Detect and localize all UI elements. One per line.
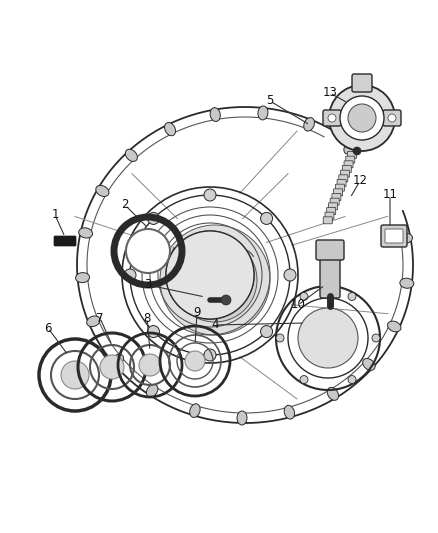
FancyBboxPatch shape <box>381 225 407 247</box>
Ellipse shape <box>125 149 138 161</box>
Ellipse shape <box>79 228 92 238</box>
FancyBboxPatch shape <box>54 236 76 246</box>
FancyBboxPatch shape <box>341 170 350 177</box>
Circle shape <box>204 189 216 201</box>
Circle shape <box>353 147 361 155</box>
Circle shape <box>340 96 384 140</box>
Circle shape <box>166 231 254 319</box>
Ellipse shape <box>165 123 176 136</box>
Circle shape <box>328 114 336 122</box>
Ellipse shape <box>237 411 247 425</box>
FancyBboxPatch shape <box>328 203 337 210</box>
Ellipse shape <box>87 316 100 327</box>
Circle shape <box>300 376 308 384</box>
Circle shape <box>348 104 376 132</box>
Ellipse shape <box>146 384 158 397</box>
Ellipse shape <box>400 278 414 288</box>
Ellipse shape <box>327 387 339 400</box>
Circle shape <box>100 355 124 379</box>
FancyBboxPatch shape <box>334 189 343 196</box>
Text: 7: 7 <box>96 311 104 325</box>
Ellipse shape <box>388 321 401 332</box>
Circle shape <box>388 114 396 122</box>
Circle shape <box>261 326 272 337</box>
Ellipse shape <box>96 185 109 197</box>
Circle shape <box>148 213 159 224</box>
FancyBboxPatch shape <box>323 217 332 224</box>
Circle shape <box>300 293 308 301</box>
Text: 10: 10 <box>290 298 305 311</box>
Text: 13: 13 <box>322 86 337 100</box>
Text: 2: 2 <box>121 198 129 212</box>
FancyBboxPatch shape <box>320 254 340 298</box>
Text: 5: 5 <box>266 94 274 108</box>
Circle shape <box>348 293 356 301</box>
FancyBboxPatch shape <box>385 229 403 243</box>
Circle shape <box>173 238 257 322</box>
Ellipse shape <box>363 359 375 370</box>
FancyBboxPatch shape <box>323 110 341 126</box>
Circle shape <box>139 354 161 376</box>
Text: 3: 3 <box>144 279 152 292</box>
Circle shape <box>126 229 170 273</box>
Ellipse shape <box>76 272 89 282</box>
Ellipse shape <box>111 354 124 366</box>
Ellipse shape <box>399 233 413 244</box>
Circle shape <box>372 334 380 342</box>
Ellipse shape <box>284 406 294 419</box>
FancyBboxPatch shape <box>327 207 336 214</box>
Text: 4: 4 <box>211 319 219 332</box>
FancyBboxPatch shape <box>346 156 355 163</box>
Circle shape <box>298 308 358 368</box>
Text: 12: 12 <box>353 174 367 188</box>
FancyBboxPatch shape <box>316 240 344 260</box>
Circle shape <box>61 361 89 389</box>
Circle shape <box>185 351 205 371</box>
Circle shape <box>148 326 159 337</box>
Text: 9: 9 <box>193 306 201 319</box>
FancyBboxPatch shape <box>343 166 351 173</box>
Circle shape <box>204 349 216 361</box>
Text: 8: 8 <box>143 311 151 325</box>
Circle shape <box>166 231 254 319</box>
Ellipse shape <box>210 108 220 122</box>
Text: 1: 1 <box>51 208 59 222</box>
FancyBboxPatch shape <box>330 198 339 205</box>
Ellipse shape <box>190 404 200 417</box>
Circle shape <box>348 376 356 384</box>
FancyBboxPatch shape <box>339 175 348 182</box>
FancyBboxPatch shape <box>337 180 346 187</box>
Circle shape <box>221 295 231 305</box>
Circle shape <box>124 269 136 281</box>
FancyBboxPatch shape <box>336 184 344 191</box>
Circle shape <box>276 334 284 342</box>
Circle shape <box>329 85 395 151</box>
Circle shape <box>160 225 270 335</box>
FancyBboxPatch shape <box>344 161 353 168</box>
Ellipse shape <box>304 118 314 131</box>
FancyBboxPatch shape <box>332 193 341 200</box>
FancyBboxPatch shape <box>352 74 372 92</box>
Ellipse shape <box>344 142 356 154</box>
Circle shape <box>284 269 296 281</box>
Circle shape <box>261 213 272 224</box>
Text: 11: 11 <box>382 189 398 201</box>
Ellipse shape <box>258 106 268 120</box>
FancyBboxPatch shape <box>383 110 401 126</box>
Text: 6: 6 <box>44 321 52 335</box>
FancyBboxPatch shape <box>325 212 334 219</box>
FancyBboxPatch shape <box>347 151 357 158</box>
